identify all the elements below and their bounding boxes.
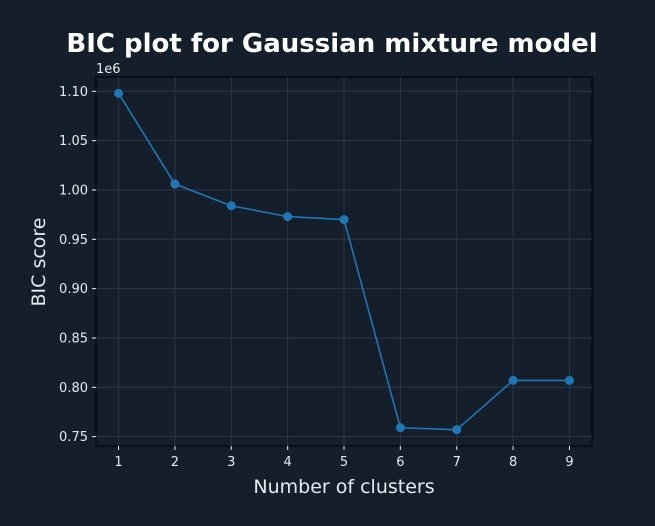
x-tick-label: 3: [227, 455, 235, 470]
x-tick-label: 6: [396, 455, 404, 470]
x-tick-label: 2: [171, 455, 179, 470]
x-tick-label: 5: [340, 455, 348, 470]
y-tick-label: 1.00: [59, 183, 88, 198]
chart-title: BIC plot for Gaussian mixture model: [66, 29, 597, 59]
data-point: [339, 215, 349, 225]
data-point: [283, 212, 293, 222]
series-layer: [114, 88, 574, 435]
data-point: [452, 425, 462, 435]
y-tick-label: 0.85: [59, 331, 88, 346]
x-tick-label: 4: [283, 455, 291, 470]
y-tick-label: 0.95: [59, 233, 88, 248]
data-point: [114, 88, 124, 98]
data-point: [226, 201, 236, 211]
x-tick-label: 9: [565, 455, 573, 470]
data-point: [508, 375, 518, 385]
data-point: [564, 375, 574, 385]
ticks-layer: 1 2 3 4 5 6 7 8 9 0.75 0.80 0.85 0.90 0.95 1.00 1.05 1.1…: [59, 85, 574, 470]
y-axis-label: BIC score: [28, 218, 50, 307]
y-tick-label: 0.75: [59, 430, 88, 445]
x-tick-label: 7: [453, 455, 461, 470]
data-point: [395, 423, 405, 433]
grid-layer: [96, 77, 592, 446]
y-tick-label: 1.10: [59, 85, 88, 100]
x-tick-label: 8: [509, 455, 517, 470]
y-tick-label: 0.90: [59, 282, 88, 297]
y-tick-label: 0.80: [59, 381, 88, 396]
y-scale-label: 1e6: [96, 62, 121, 77]
x-tick-label: 1: [114, 455, 122, 470]
data-point: [170, 179, 180, 189]
y-tick-label: 1.05: [59, 134, 88, 149]
x-axis-label: Number of clusters: [253, 476, 434, 498]
